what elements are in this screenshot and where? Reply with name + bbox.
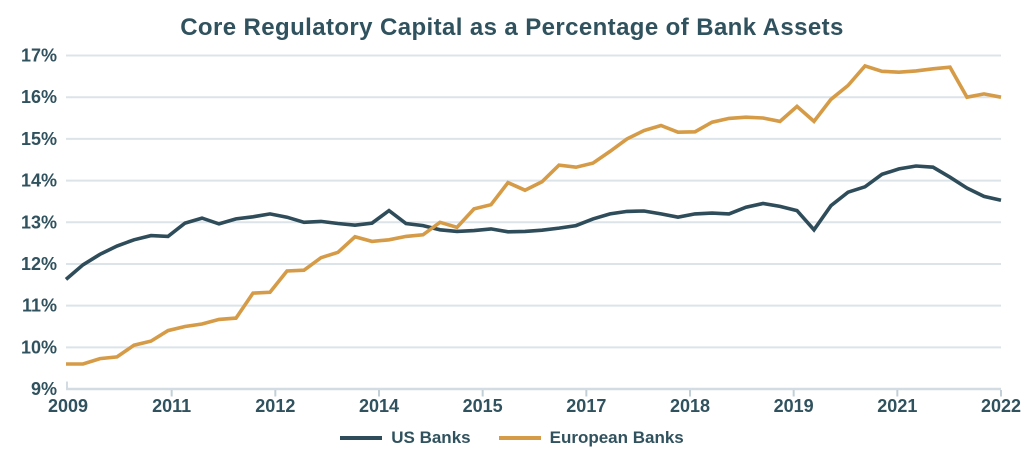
legend-item-european-banks: European Banks: [498, 428, 684, 448]
x-tick-label: 2018: [670, 396, 710, 416]
legend-label-us-banks: US Banks: [391, 428, 471, 447]
y-tick-label: 15%: [21, 129, 57, 149]
x-tick-label: 2022: [981, 396, 1021, 416]
y-tick-label: 17%: [21, 46, 57, 66]
y-tick-label: 14%: [21, 171, 57, 191]
x-tick-label: 2011: [152, 396, 191, 416]
y-tick-label: 13%: [21, 212, 57, 232]
chart-legend: US Banks European Banks: [0, 428, 1024, 448]
y-tick-label: 11%: [22, 296, 57, 316]
x-tick-label: 2012: [255, 396, 295, 416]
legend-label-european-banks: European Banks: [549, 428, 684, 447]
y-tick-label: 9%: [31, 379, 57, 399]
x-tick-label: 2019: [774, 396, 814, 416]
chart-title: Core Regulatory Capital as a Percentage …: [180, 14, 844, 41]
x-tick-label: 2015: [463, 396, 503, 416]
legend-item-us-banks: US Banks: [340, 428, 471, 448]
x-tick-label: 2021: [877, 396, 917, 416]
x-tick-label: 2014: [359, 396, 399, 416]
y-tick-label: 10%: [21, 337, 57, 357]
european-banks-line-swatch: [498, 436, 541, 440]
series-line-us-banks: [64, 164, 1002, 281]
x-tick-label: 2009: [48, 396, 88, 416]
us-banks-line-swatch: [340, 436, 383, 440]
y-tick-label: 12%: [21, 254, 57, 274]
series-line-european-banks: [66, 63, 1002, 366]
x-tick-label: 2017: [566, 396, 606, 416]
y-tick-label: 16%: [21, 87, 57, 107]
